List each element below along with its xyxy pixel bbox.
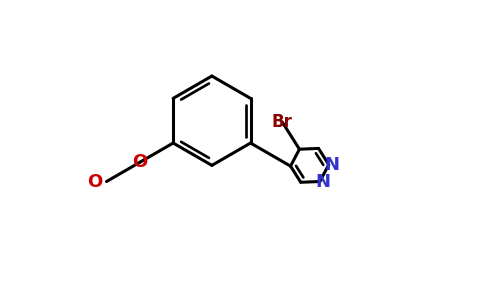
Text: N: N xyxy=(324,156,339,174)
Text: N: N xyxy=(316,172,331,190)
Text: O: O xyxy=(88,172,103,190)
Text: O: O xyxy=(132,153,148,171)
Text: Br: Br xyxy=(272,113,293,131)
